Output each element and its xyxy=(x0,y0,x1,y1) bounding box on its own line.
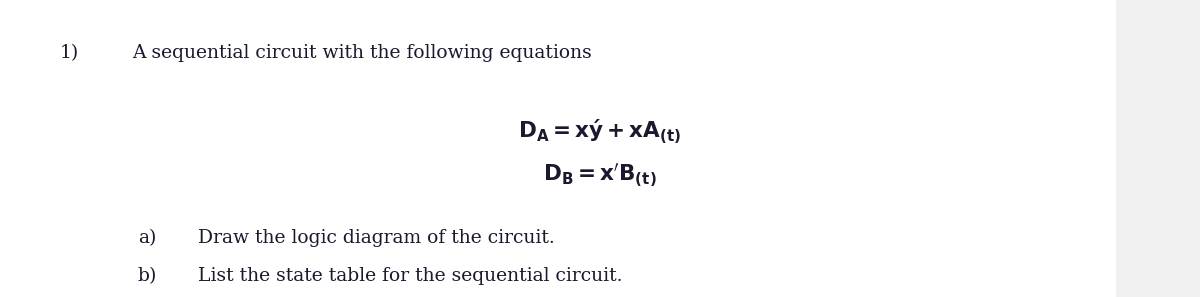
Text: b): b) xyxy=(138,267,157,285)
Text: 1): 1) xyxy=(60,45,79,62)
Text: $\mathbf{D_A = x\'y + xA_{(t)}}$: $\mathbf{D_A = x\'y + xA_{(t)}}$ xyxy=(518,118,682,146)
Text: List the state table for the sequential circuit.: List the state table for the sequential … xyxy=(198,267,623,285)
Text: A sequential circuit with the following equations: A sequential circuit with the following … xyxy=(132,45,592,62)
FancyBboxPatch shape xyxy=(0,0,1116,297)
FancyBboxPatch shape xyxy=(1116,0,1200,297)
Text: Draw the logic diagram of the circuit.: Draw the logic diagram of the circuit. xyxy=(198,229,554,247)
Text: a): a) xyxy=(138,229,156,247)
Text: $\mathbf{D_B= x'B_{(t)}}$: $\mathbf{D_B= x'B_{(t)}}$ xyxy=(544,162,656,189)
